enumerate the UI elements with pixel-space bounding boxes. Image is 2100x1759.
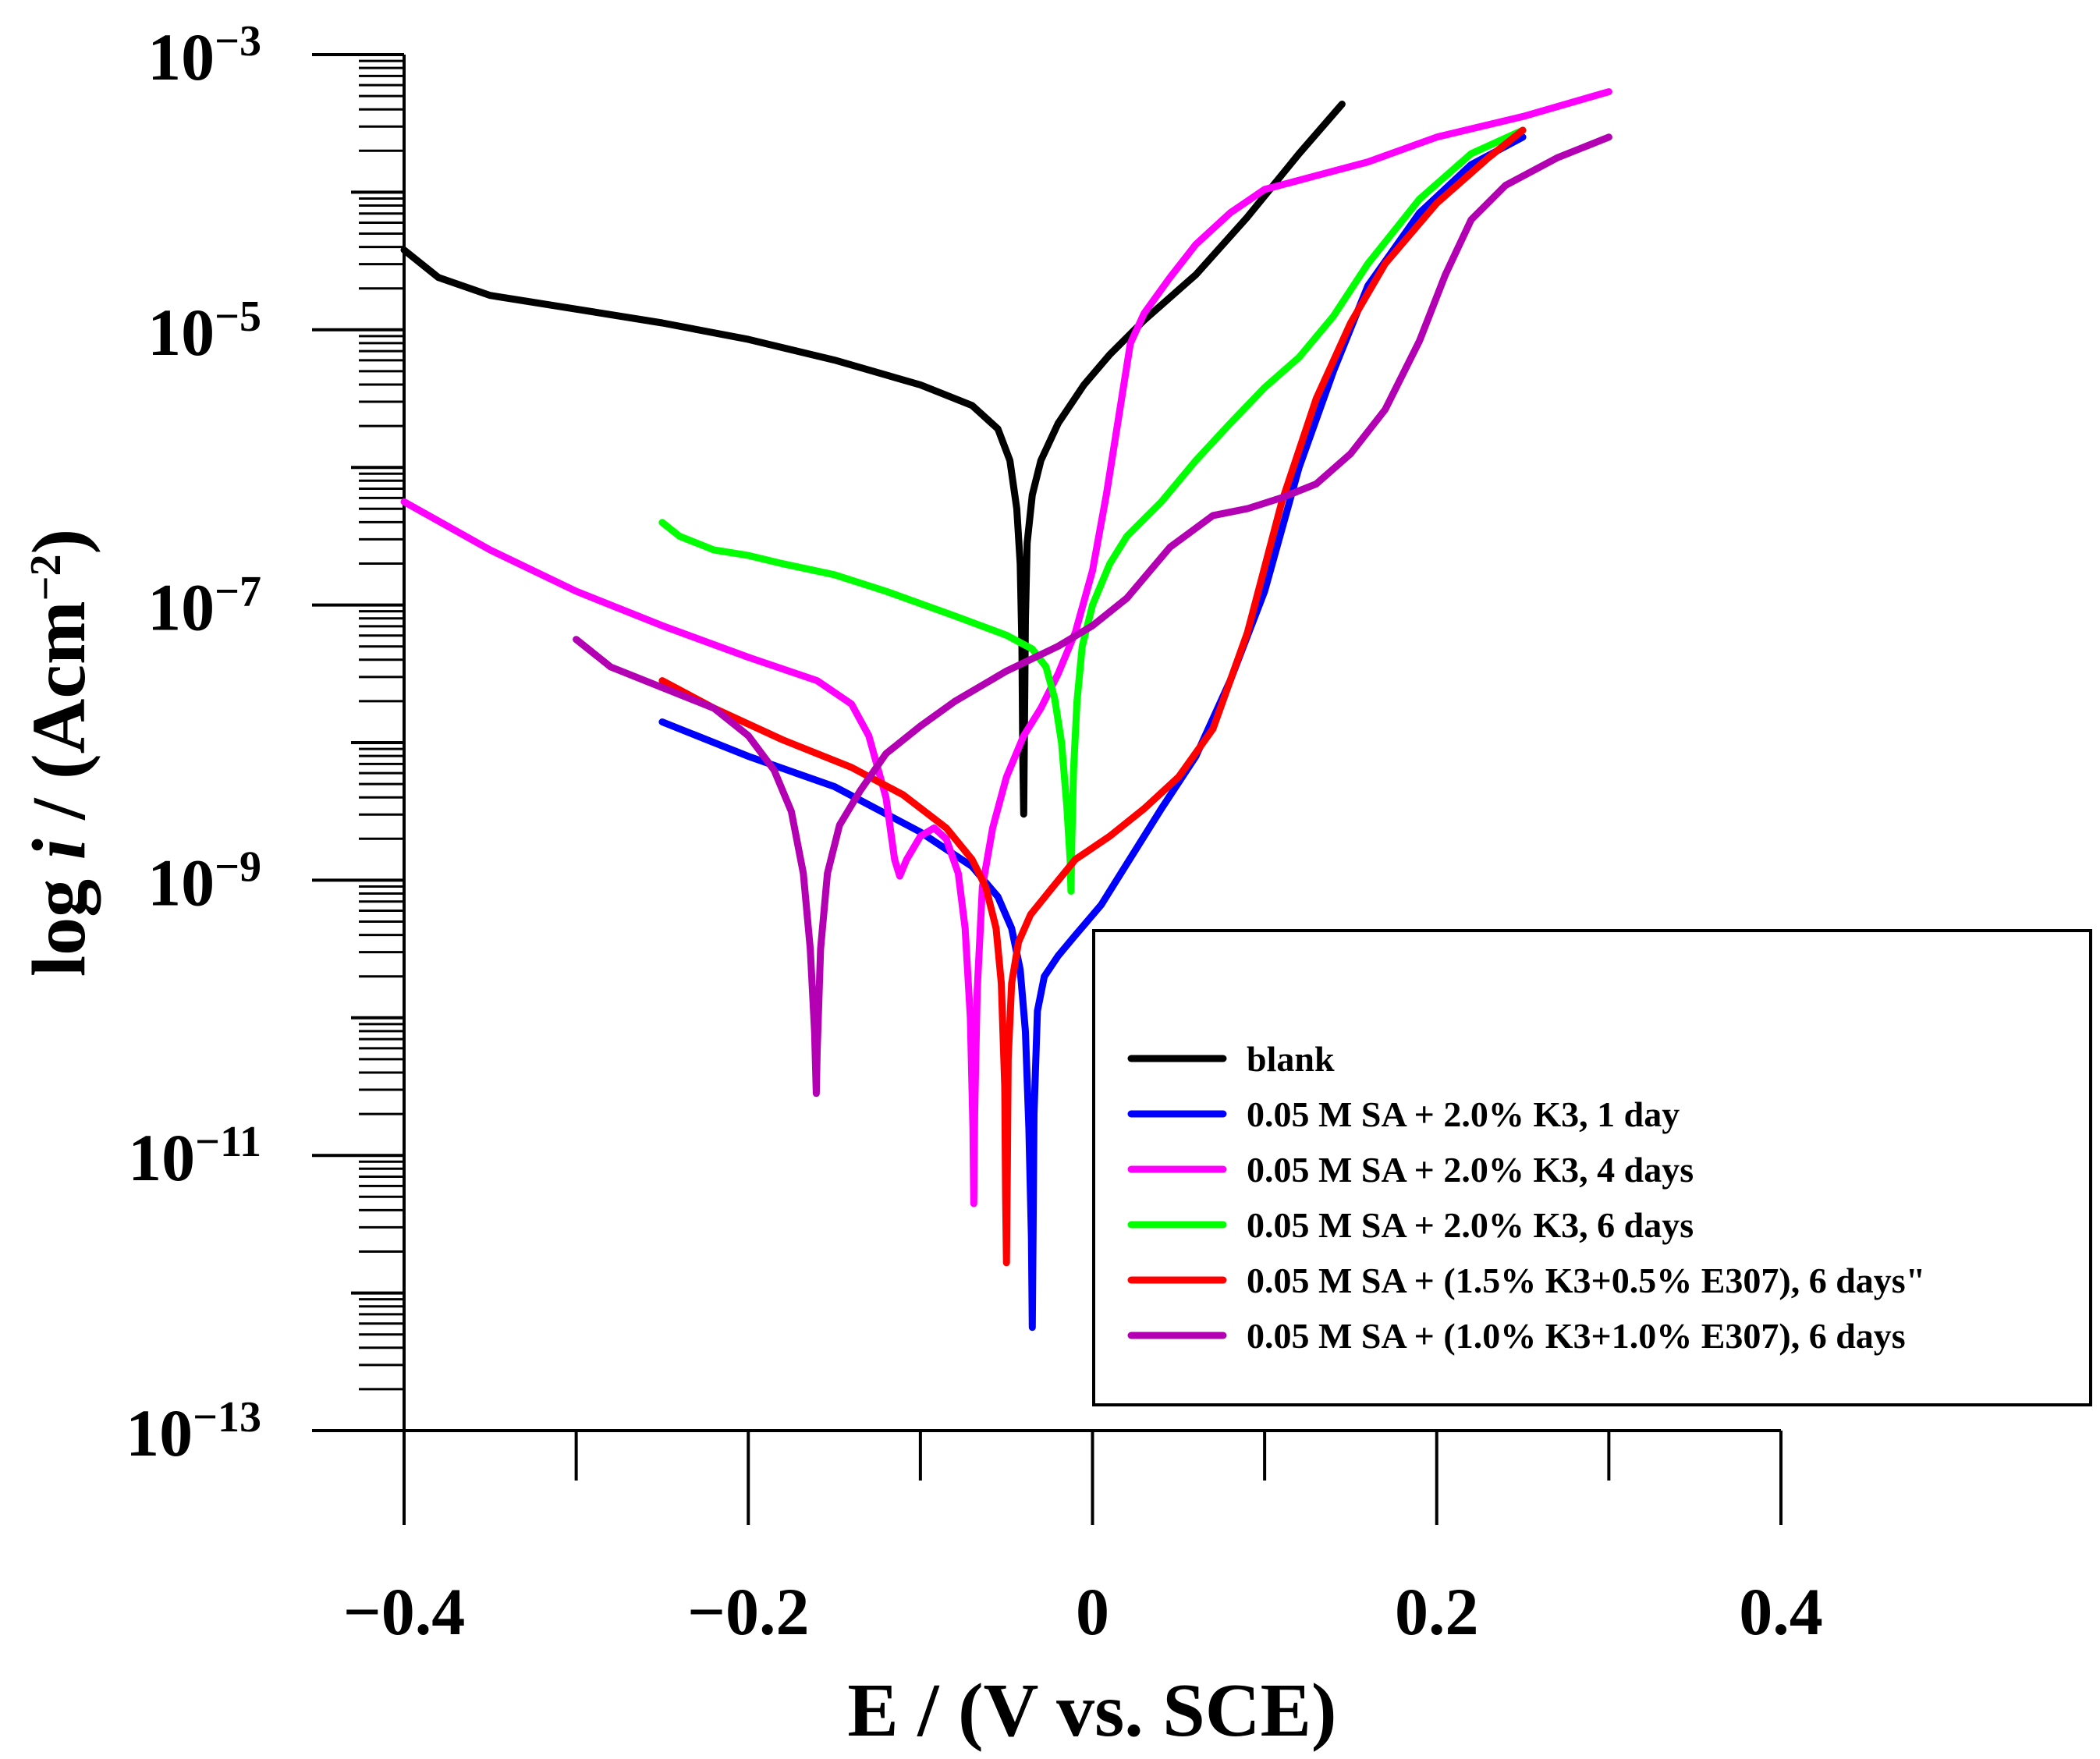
- legend-box: [1092, 929, 2092, 1406]
- series-line: [400, 88, 1612, 1208]
- series-line: [658, 126, 1527, 1267]
- y-tick-label: 10−11: [128, 1118, 261, 1195]
- x-axis: −0.4 −0.2 0 0.2 0.4: [343, 1429, 1823, 1649]
- legend: blank 0.05 M SA + 2.0% K3, 1 day 0.05 M SA…: [1092, 929, 2092, 1406]
- series-line: [658, 133, 1527, 1332]
- legend-entry: 0.05 M SA + (1.0% K3+1.0% E307), 6 days: [1247, 1316, 1906, 1356]
- y-axis-title-mid: / (Acm: [17, 601, 101, 839]
- x-tick-label: 0: [1076, 1574, 1109, 1649]
- x-tick-label: 0.2: [1395, 1574, 1479, 1649]
- legend-entry: 0.05 M SA + 2.0% K3, 6 days: [1247, 1205, 1694, 1245]
- legend-entry: 0.05 M SA + (1.5% K3+0.5% E307), 6 days": [1247, 1261, 1925, 1300]
- series-layer: [400, 88, 1612, 1332]
- y-axis-title-italic: i: [17, 839, 101, 860]
- y-axis-title-prefix: log: [17, 860, 101, 977]
- series-line: [400, 101, 1346, 818]
- y-tick-label: 10−9: [147, 842, 261, 920]
- y-axis-title: log i / (Acm−2): [17, 529, 101, 977]
- x-axis-title: E / (V vs. SCE): [847, 1669, 1336, 1753]
- y-axis-title-suffix: ): [17, 529, 101, 555]
- y-tick-label: 10−13: [126, 1393, 261, 1470]
- x-tick-label: −0.2: [687, 1574, 810, 1649]
- x-tick-label: 0.4: [1739, 1574, 1823, 1649]
- legend-entry: 0.05 M SA + 2.0% K3, 1 day: [1247, 1094, 1680, 1134]
- y-axis: 10−3 10−5 10−7 10−9 10−11 10−13: [126, 17, 406, 1470]
- y-tick-label: 10−5: [147, 293, 261, 370]
- y-tick-label: 10−7: [147, 568, 261, 645]
- series-line: [658, 126, 1527, 895]
- y-tick-label: 10−3: [147, 17, 261, 94]
- legend-entry: blank: [1247, 1039, 1335, 1079]
- legend-entry: 0.05 M SA + 2.0% K3, 4 days: [1247, 1150, 1694, 1190]
- y-axis-title-sup: −2: [22, 554, 70, 601]
- series-line: [573, 133, 1612, 1098]
- x-tick-label: −0.4: [343, 1574, 466, 1649]
